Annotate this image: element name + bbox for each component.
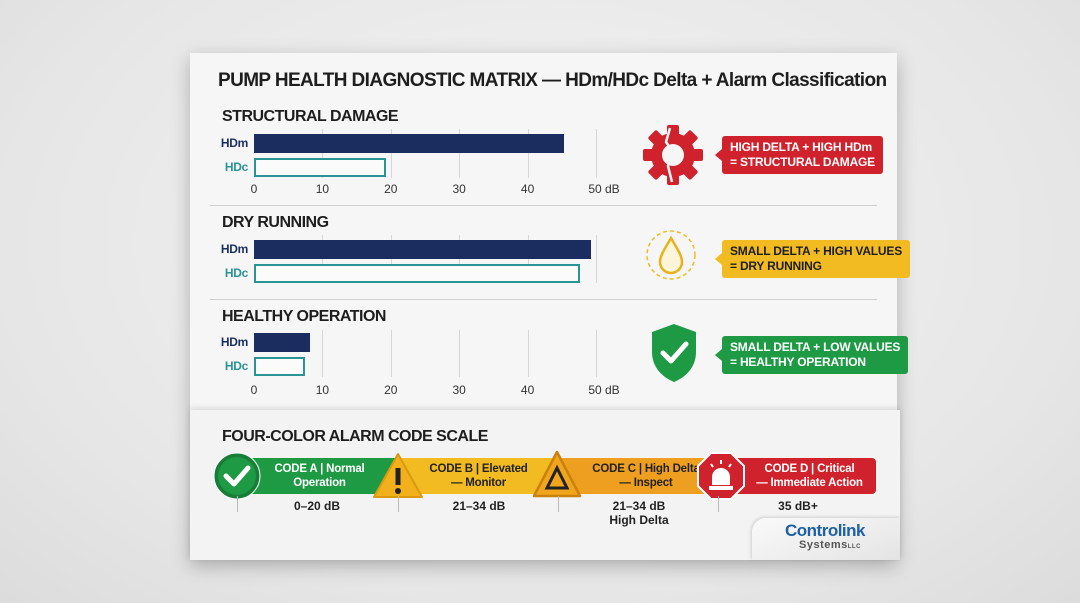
gridline [390,129,392,178]
callout-line: SMALL DELTA + HIGH VALUES [730,244,903,258]
bar-hdc [254,357,306,376]
x-tick-label: 30 [452,182,466,196]
bar-hdc [254,264,581,283]
x-tick-label: 10 [315,383,330,397]
code-label: CODE B | Elevated [429,463,528,475]
code-label: CODE C | High Delta [592,463,700,475]
warning-exclamation-icon [373,453,423,498]
gridline [322,235,324,283]
range-text: High Delta [609,513,669,527]
alarm-title: FOUR-COLOR ALARM CODE SCALE [222,428,488,445]
alarm-code-c: CODE C | High Delta — Inspect [555,458,717,494]
gridline [459,330,461,377]
series-label-hdc: HDc [224,160,248,174]
gridline [459,235,461,283]
x-tick-label: 40 [520,383,535,397]
chart-title: DRY RUNNING [222,214,329,231]
code-label: Operation [293,477,346,489]
callout-line: = HEALTHY OPERATION [730,355,866,369]
x-tick-label: 40 [520,182,535,196]
scale-tick [558,496,559,512]
x-tick-label: 20 [384,182,398,196]
x-tick-label: 30 [452,383,466,397]
logo-text: Systems [799,539,848,551]
x-tick-label: 20 [384,383,398,397]
x-tick-label: 50 dB [588,383,620,397]
series-label-hdc: HDc [224,266,248,280]
range-text: 21–34 dB [612,499,666,513]
callout-line: = STRUCTURAL DAMAGE [730,155,875,169]
x-tick-label: 50 dB [588,182,620,196]
scale-tick [398,496,399,512]
bar-hdc [254,158,386,177]
divider [210,205,877,206]
bar-hdm [254,333,311,352]
gridline [322,330,324,377]
logo-panel [752,518,900,560]
series-label-hdm: HDm [220,136,248,150]
delta-warning-icon [532,450,582,498]
x-tick-label: 0 [250,383,258,397]
gridline [459,129,461,178]
gridline [390,330,392,377]
gridline [527,129,529,178]
scale-tick [237,496,238,512]
code-label: — Monitor [450,477,507,489]
x-tick-label: 10 [315,182,330,196]
company-logo: Controlink SystemsLLC [785,521,866,554]
code-label: — Inspect [619,477,673,489]
code-label: CODE A | Normal [274,463,365,475]
check-circle-icon [213,452,261,500]
callout-healthy-operation: SMALL DELTA + LOW VALUES = HEALTHY OPERAT… [714,336,909,374]
series-label-hdm: HDm [220,335,248,349]
divider [210,299,877,300]
range-code-a: 0–20 dB [293,499,341,513]
gridline [596,129,597,178]
x-tick-label: 0 [250,182,258,196]
callout-line: = DRY RUNNING [730,259,822,273]
logo-text: Controlink [785,521,866,540]
chart-title: STRUCTURAL DAMAGE [222,108,399,125]
range-code-b: 21–34 dB [452,499,506,513]
callout-dry-running: SMALL DELTA + HIGH VALUES = DRY RUNNING [714,240,911,278]
series-label-hdm: HDm [220,242,248,256]
broken-gear-icon [643,125,703,185]
shield-check-icon [652,324,696,382]
bar-hdm [254,240,592,259]
code-label: — Immediate Action [756,477,863,489]
gridline [527,235,529,283]
code-label: CODE D | Critical [764,463,855,475]
callout-structural-damage: HIGH DELTA + HIGH HDm = STRUCTURAL DAMAGE [715,136,883,174]
scale-tick [718,496,719,512]
siren-stop-icon [697,452,745,500]
callout-line: HIGH DELTA + HIGH HDm [730,140,872,154]
range-code-d: 35 dB+ [778,499,818,513]
water-drop-icon [646,230,696,280]
gridline [596,235,597,283]
gridline [527,330,529,377]
gridline [596,330,597,377]
alarm-code-b: CODE B | Elevated — Monitor [400,458,557,494]
alarm-code-a: CODE A | Normal Operation [237,458,402,494]
bar-hdm [254,134,564,153]
gridline [390,235,392,283]
callout-line: SMALL DELTA + LOW VALUES [730,340,901,354]
chart-title: HEALTHY OPERATION [222,308,386,325]
gridline [322,129,324,178]
logo-suffix: LLC [847,544,861,550]
range-code-c: 21–34 dB High Delta [609,499,668,527]
series-label-hdc: HDc [224,359,248,373]
page-title: PUMP HEALTH DIAGNOSTIC MATRIX — HDm/HDc … [218,70,887,91]
